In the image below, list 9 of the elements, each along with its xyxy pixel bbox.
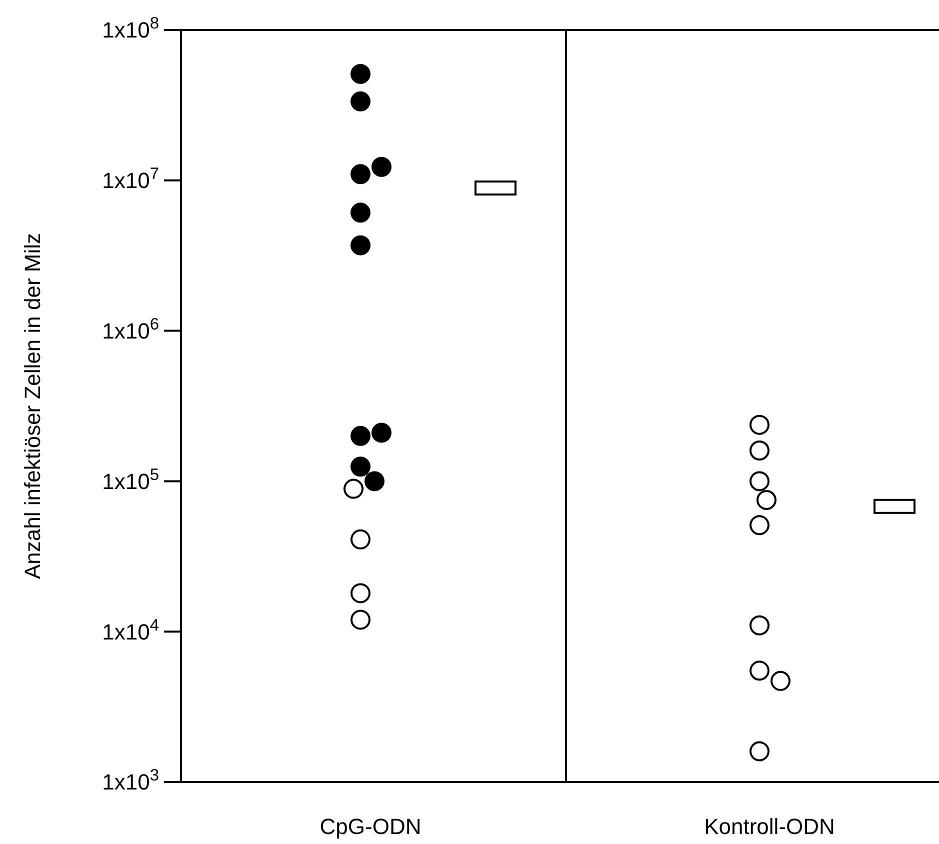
- y-tick-label: 1x10$^{7}$: [102, 165, 159, 194]
- y-tick-label: 1x10$^{4}$: [102, 616, 159, 644]
- y-tick-label: 1x10$^{6}$: [102, 316, 159, 344]
- y-tick-label: 1x10$^{5}$: [102, 466, 159, 494]
- y-axis-title: Anzahl infektiöser Zellen in der Milz: [20, 232, 45, 580]
- x-tick-label: Kontroll-ODN: [704, 814, 835, 839]
- x-tick-label: CpG-ODN: [320, 814, 422, 839]
- y-tick-label: 1x10$^{3}$: [102, 766, 159, 795]
- y-tick-label: 1x10$^{8}$: [102, 14, 159, 43]
